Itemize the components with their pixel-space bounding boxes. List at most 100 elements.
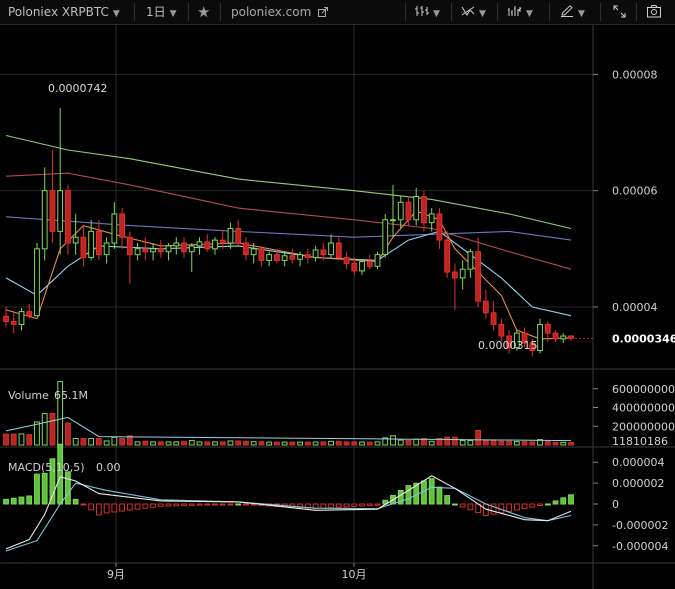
macd-histogram-bar	[173, 503, 180, 507]
macd-pane: MACD(5,10,5) 0.00	[3, 443, 574, 552]
candle-body	[405, 201, 412, 221]
volume-axis: 600000000 400000000 200000000 11810186	[593, 383, 675, 448]
macd-histogram-bar	[227, 503, 234, 506]
macd-histogram-bar	[568, 494, 574, 505]
macd-histogram-bar	[359, 503, 365, 507]
macd-label: MACD(5,10,5)	[8, 461, 85, 474]
macd-tick-label: 0.000004	[612, 456, 665, 469]
candle-body	[544, 323, 551, 334]
compare-button[interactable]: ▼	[508, 0, 533, 24]
symbol-label: Poloniex XRPBTC	[8, 5, 109, 19]
volume-bar	[428, 440, 435, 446]
candle-body	[34, 248, 40, 317]
macd-histogram-bar	[142, 503, 149, 509]
macd-histogram-bar	[3, 498, 9, 505]
time-tick-label: 10月	[342, 568, 367, 581]
price-tick-label: 0.00004	[612, 301, 658, 314]
symbol-selector[interactable]: Poloniex XRPBTC ▼	[8, 0, 120, 24]
volume-label: Volume	[8, 389, 49, 402]
macd-histogram-bar	[529, 503, 536, 508]
interval-selector[interactable]: 1日 ▼	[146, 0, 177, 24]
macd-histogram-bar	[297, 503, 304, 509]
candle-body	[142, 248, 149, 253]
fullscreen-button[interactable]	[613, 0, 626, 24]
volume-bar	[3, 433, 9, 446]
site-link[interactable]: poloniex.com	[231, 0, 329, 24]
volume-bar	[111, 436, 118, 446]
drawing-tools-button[interactable]: ▼	[560, 0, 585, 24]
volume-bar	[281, 441, 288, 446]
volume-bar	[390, 435, 396, 446]
candle-body	[397, 201, 404, 221]
candle-body	[366, 261, 373, 267]
macd-value: 0.00	[96, 461, 121, 474]
macd-histogram-bar	[18, 496, 25, 505]
chevron-down-icon: ▼	[169, 9, 177, 19]
time-axis: 9月 10月	[107, 563, 367, 581]
volume-bar	[289, 441, 296, 446]
volume-bar	[134, 441, 141, 446]
macd-histogram-bar	[374, 503, 381, 506]
macd-histogram-bar	[467, 503, 474, 511]
candle-body	[134, 248, 141, 256]
candle-body	[498, 323, 505, 337]
macd-histogram-bar	[181, 503, 187, 507]
candle-body	[150, 248, 156, 253]
low-price-label: 0.0000315	[478, 339, 538, 352]
candle-body	[521, 332, 528, 344]
candle-body	[250, 248, 257, 256]
macd-histogram-bar	[235, 503, 242, 506]
volume-bar	[382, 437, 389, 446]
chart-toolbar: Poloniex XRPBTC ▼ 1日 ▼ ★ poloniex.com ▼ ▼ …	[0, 0, 675, 25]
price-chart[interactable]: 0.0000742 0.0000315 Volume 65.1M MACD(5,…	[0, 25, 675, 589]
candle-body	[413, 196, 420, 221]
candle-body	[219, 239, 226, 244]
screenshot-button[interactable]	[647, 0, 661, 24]
volume-bar	[405, 440, 412, 446]
candle-body	[49, 190, 56, 232]
candle-body	[374, 254, 381, 267]
moving-average-line	[5, 172, 572, 270]
volume-bar	[366, 441, 373, 446]
star-icon[interactable]: ★	[197, 3, 211, 21]
bar-style-button[interactable]: ▼	[415, 0, 440, 24]
chevron-down-icon: ▼	[433, 9, 440, 19]
volume-bar	[482, 440, 489, 446]
candle-body	[452, 271, 458, 279]
macd-tick-label: -0.000002	[612, 519, 668, 532]
macd-signal-line	[5, 482, 572, 552]
macd-histogram-bar	[103, 503, 110, 514]
macd-histogram-bar	[212, 503, 218, 506]
candle-body	[552, 332, 559, 340]
volume-bar	[126, 435, 133, 446]
candle-body	[258, 248, 265, 261]
site-label: poloniex.com	[231, 5, 312, 19]
candle-body	[273, 254, 280, 261]
macd-histogram-bar	[157, 503, 164, 507]
macd-histogram-bar	[41, 472, 48, 505]
macd-histogram-bar	[397, 490, 404, 505]
volume-tick-label: 200000000	[612, 420, 675, 433]
candle-body	[335, 242, 342, 259]
candle-body	[88, 230, 95, 259]
volume-bar	[304, 441, 311, 446]
macd-histogram-bar	[552, 500, 559, 505]
macd-histogram-bar	[126, 503, 133, 511]
candle-body	[436, 213, 443, 241]
candle-body	[227, 227, 234, 244]
macd-histogram-bar	[428, 478, 435, 505]
candle-body	[482, 300, 489, 314]
chevron-down-icon: ▼	[479, 9, 486, 19]
candle-body	[459, 268, 466, 279]
volume-average-line	[5, 416, 572, 442]
macd-histogram-bar	[521, 503, 528, 510]
candle-body	[428, 213, 435, 224]
macd-histogram-bar	[204, 503, 211, 506]
chevron-down-icon: ▼	[112, 9, 120, 19]
volume-bar	[374, 441, 381, 446]
macd-histogram-bar	[304, 503, 311, 509]
indicators-button[interactable]: ▼	[461, 0, 486, 24]
candle-body	[18, 311, 25, 325]
volume-bar	[173, 441, 180, 446]
macd-histogram-bar	[537, 503, 543, 507]
